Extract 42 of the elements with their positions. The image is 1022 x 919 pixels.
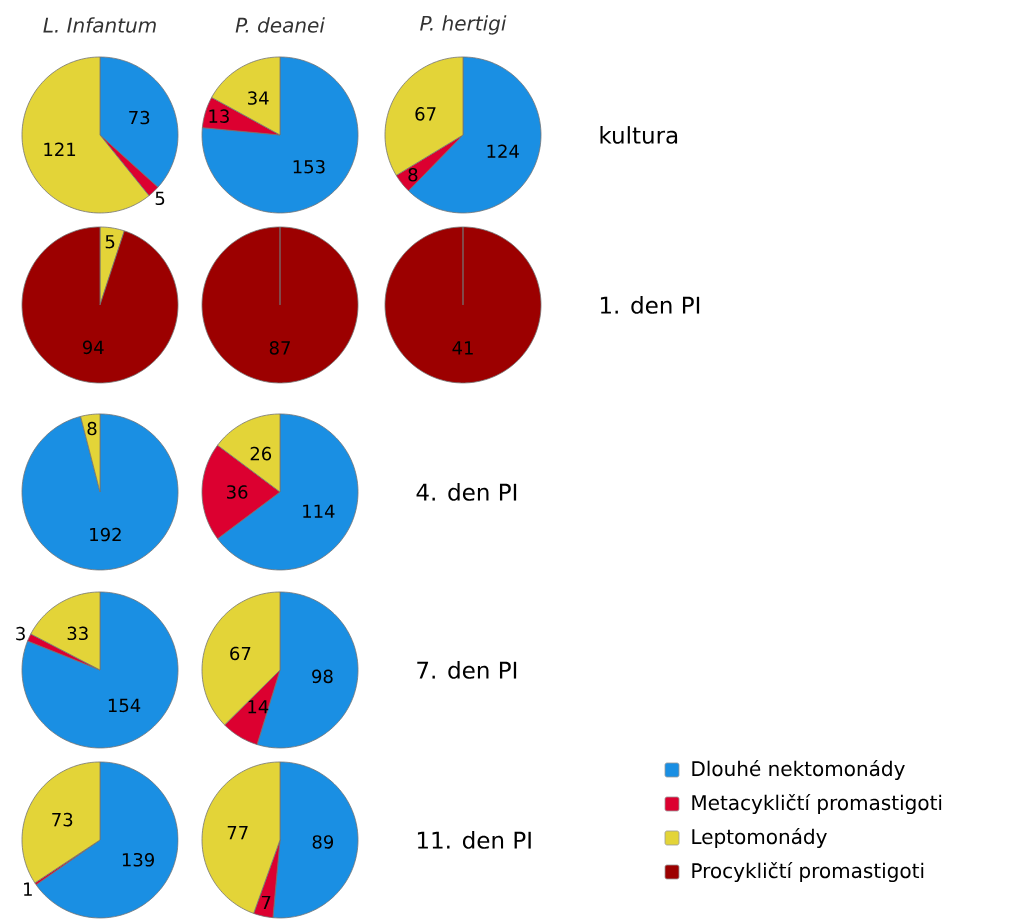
- data-label: 94: [82, 340, 104, 355]
- chart-title: P. deanei: [235, 17, 325, 33]
- chart-title: P. hertigi: [420, 15, 507, 35]
- data-label: 73: [129, 110, 150, 125]
- data-label: 139: [122, 852, 154, 867]
- data-label: 67: [230, 646, 251, 661]
- data-label: 73: [52, 812, 73, 827]
- legend-label: Dlouhé nektomonády: [692, 759, 905, 781]
- data-label: 5: [155, 191, 165, 206]
- text: kultura: [600, 126, 678, 144]
- data-label: 7: [261, 895, 271, 909]
- data-label: 1: [24, 882, 32, 896]
- text: 1. den PI: [600, 296, 700, 314]
- text: 4. den PI: [416, 483, 517, 501]
- data-label: 34: [248, 91, 269, 105]
- chart-title: L. Infantum: [43, 17, 156, 33]
- data-label: 8: [87, 421, 97, 436]
- data-label: 36: [227, 485, 248, 499]
- data-label: 13: [209, 109, 229, 123]
- data-label: 121: [44, 142, 76, 156]
- legend-label: Leptomonády: [692, 827, 827, 849]
- data-label: 89: [312, 835, 334, 849]
- data-label: 124: [487, 144, 519, 158]
- data-label: 153: [293, 159, 325, 174]
- data-label: 154: [108, 698, 141, 713]
- legend-label: Procykličtí promastigoti: [692, 861, 924, 883]
- data-label: 67: [415, 107, 436, 121]
- data-label: 98: [312, 669, 333, 684]
- legend-label: Metacykličtí promastigoti: [692, 793, 942, 815]
- data-label: 192: [90, 527, 121, 542]
- data-label: 14: [248, 700, 269, 714]
- data-label: 114: [303, 504, 335, 518]
- text: 7. den PI: [417, 661, 517, 679]
- data-label: 33: [67, 626, 88, 641]
- data-label: 8: [408, 167, 418, 182]
- data-label: 77: [227, 826, 248, 840]
- data-label: 87: [269, 341, 290, 355]
- data-label: 41: [452, 341, 473, 355]
- data-label: 26: [250, 446, 272, 461]
- data-label: 5: [105, 235, 115, 249]
- data-label: 3: [16, 626, 25, 641]
- text: 11. den PI: [417, 831, 531, 849]
